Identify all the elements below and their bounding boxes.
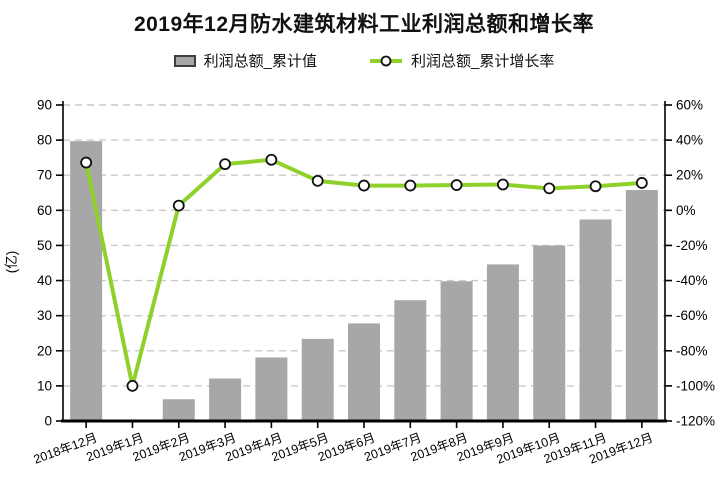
legend: 利润总额_累计值 利润总额_累计增长率 [0,50,728,71]
right-axis-tick-label: -40% [676,273,708,288]
data-point-2019年5月 [311,174,324,187]
data-point-2019年3月 [219,158,231,171]
bar-2019年6月 [348,323,380,421]
bar-2019年10月 [533,245,566,421]
right-axis-tick-label: -120% [676,414,715,429]
right-axis-tick-label: -100% [676,378,715,393]
left-axis-tick-label: 40 [37,273,52,288]
right-axis-tick-label: 20% [676,168,703,183]
bar-2018年12月 [70,141,103,422]
data-point-2019年6月 [358,179,370,192]
data-point-2019年8月 [450,179,463,191]
bar-2019年7月 [394,300,427,421]
legend-item-profit-total: 利润总额_累计值 [173,50,317,71]
data-point-2019年12月 [635,177,648,189]
left-axis-tick-label: 30 [37,308,52,323]
right-axis-tick-label: 60% [676,98,703,113]
left-axis-tick-label: 90 [37,98,52,113]
data-point-2019年10月 [543,182,556,195]
bar-2019年5月 [301,338,334,421]
legend-label-profit-total: 利润总额_累计值 [203,53,317,70]
chart-title: 2019年12月防水建筑材料工业利润总额和增长率 [133,13,595,36]
bar-2019年9月 [486,264,519,421]
bar-2019年11月 [579,219,612,421]
data-point-2019年1月 [126,379,139,392]
bar-2019年4月 [255,357,288,421]
data-point-2019年7月 [404,179,417,192]
left-axis-tick-label: 70 [37,168,52,183]
right-axis-tick-label: 0% [676,203,696,218]
left-axis-tick-label: 0 [44,414,52,429]
right-axis-tick-label: -80% [676,343,708,358]
data-point-2019年9月 [497,178,509,191]
bar-2019年3月 [209,378,242,421]
data-point-2019年11月 [589,180,602,193]
data-point-2019年2月 [172,199,185,212]
data-point-2019年4月 [265,153,278,166]
left-axis-tick-label: 50 [37,238,52,253]
right-axis-tick-label: -60% [676,308,708,323]
left-axis-tick-label: 20 [37,343,52,358]
line-marker-swatch-icon [370,55,402,66]
right-axis-tick-label: -20% [676,238,708,253]
line-markers [80,153,648,392]
bar-2019年2月 [162,399,195,421]
data-point-2018年12月 [80,156,93,169]
bar-swatch-icon [173,54,196,67]
right-axis-tick-label: 40% [676,133,703,148]
bar-2019年8月 [440,281,473,421]
left-axis-tick-label: 80 [37,133,52,148]
bar-series [70,141,658,422]
bar-2019年12月 [625,189,658,421]
legend-item-growth-rate: 利润总额_累计增长率 [369,50,554,71]
left-axis-tick-label: 60 [37,203,52,218]
legend-label-growth-rate: 利润总额_累计增长率 [411,53,555,70]
left-axis-tick-label: 10 [37,378,52,393]
y-axis-unit-label: (亿) [4,251,19,274]
